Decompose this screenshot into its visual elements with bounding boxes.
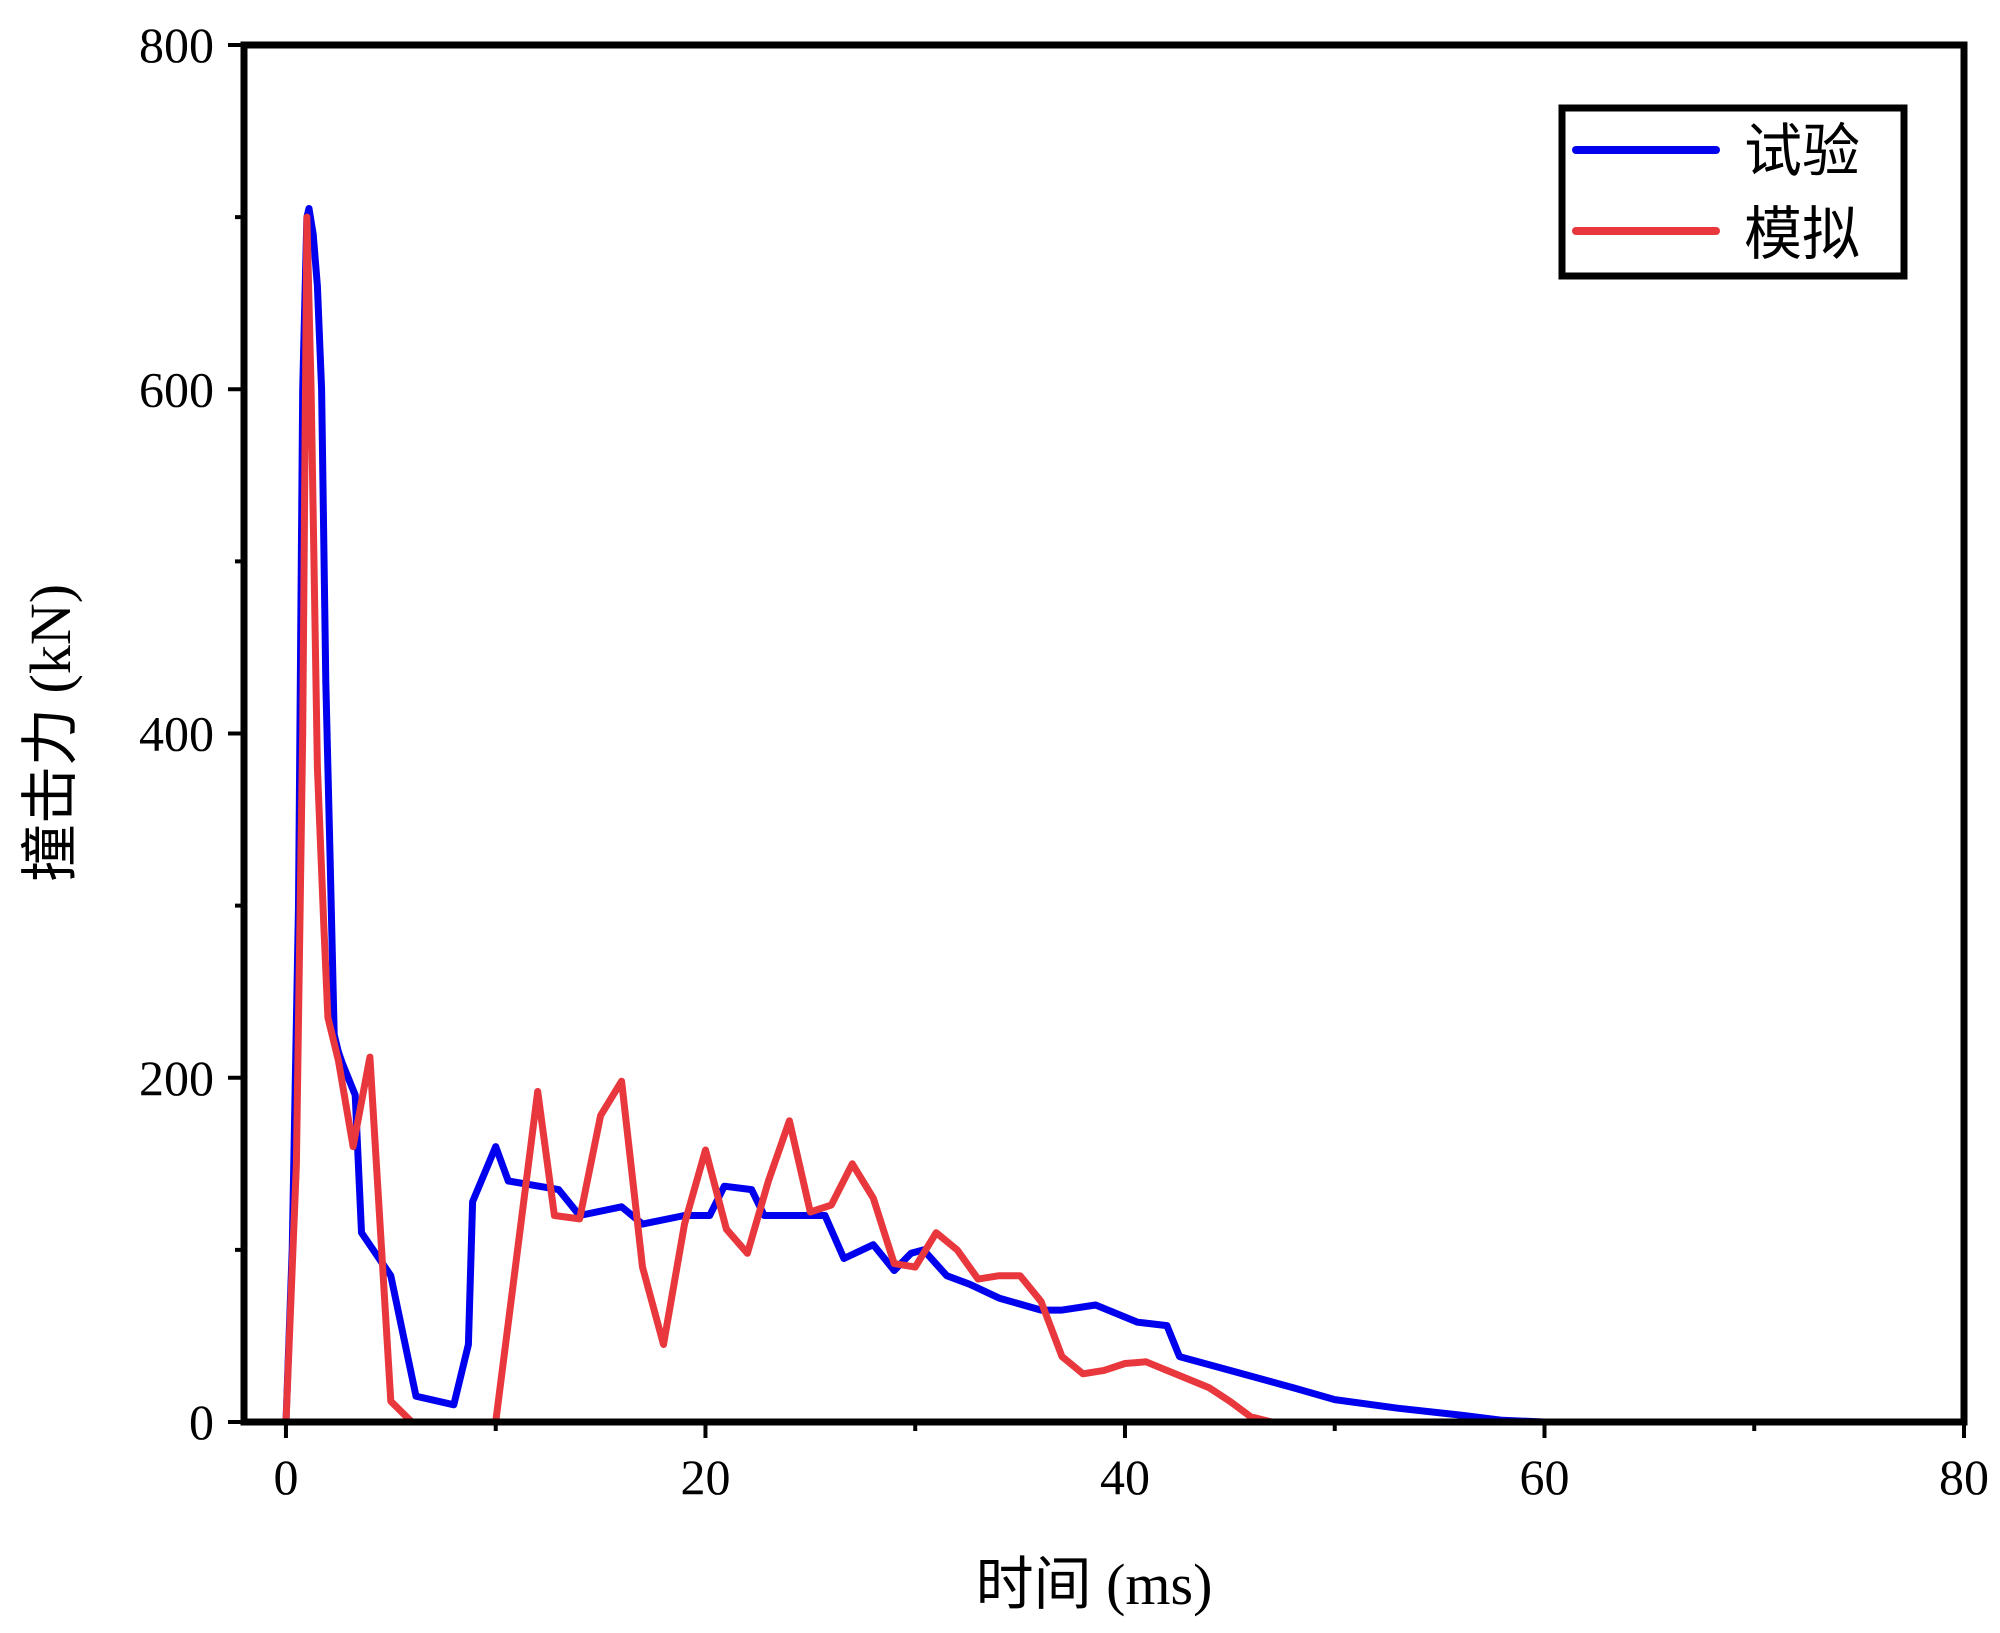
x-tick-label: 0 xyxy=(273,1449,298,1505)
legend-box xyxy=(1558,104,1908,280)
series-layer xyxy=(282,205,1968,1426)
legend-label-simulation: 模拟 xyxy=(1744,202,1860,267)
legend: 试验 模拟 xyxy=(1558,104,1908,280)
x-tick-label: 80 xyxy=(1939,1449,1989,1505)
y-tick-label: 400 xyxy=(139,706,214,762)
x-tick-label: 40 xyxy=(1100,1449,1150,1505)
y-tick-label: 0 xyxy=(189,1394,214,1450)
y-tick-label: 600 xyxy=(139,361,214,417)
series-line-1 xyxy=(282,213,1968,1426)
y-tick-label: 200 xyxy=(139,1050,214,1106)
x-axis-title: 时间 (ms) xyxy=(976,1552,1213,1617)
y-axis-title: 撞击力 (kN) xyxy=(18,584,83,882)
x-tick-label: 20 xyxy=(680,1449,730,1505)
x-tick-label: 60 xyxy=(1519,1449,1569,1505)
legend-label-test: 试验 xyxy=(1744,119,1860,184)
y-tick-label: 800 xyxy=(139,17,214,73)
series-line-0 xyxy=(282,205,1968,1426)
